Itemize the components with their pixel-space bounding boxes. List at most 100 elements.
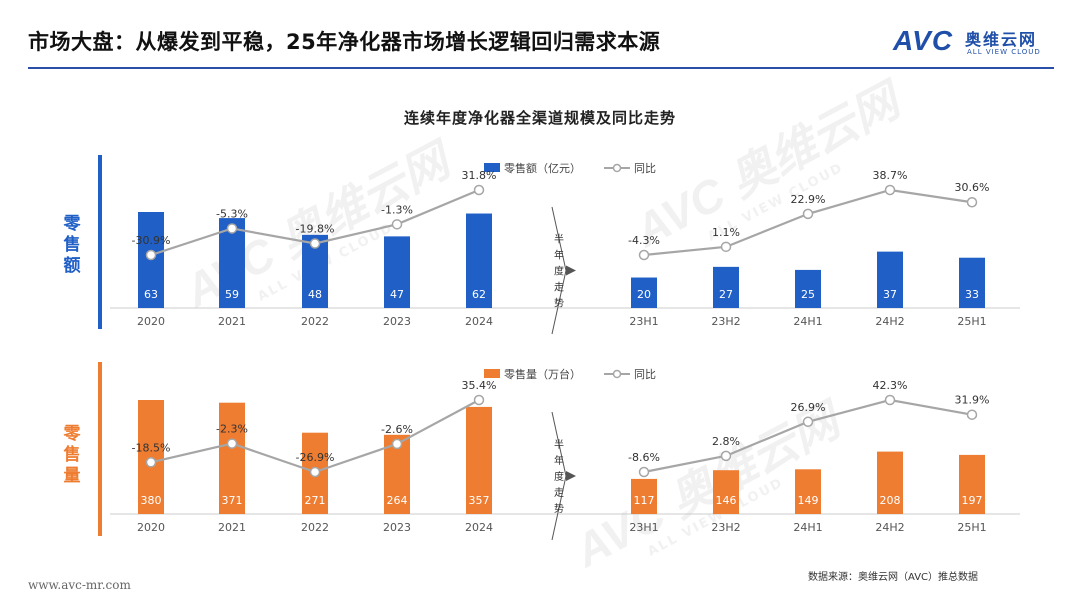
half-category-label: 23H1 xyxy=(629,521,658,534)
annual-yoy-point xyxy=(309,466,321,478)
half-category-label: 23H2 xyxy=(711,521,740,534)
divider-label-char: 半 xyxy=(554,438,564,451)
half-bar-value: 208 xyxy=(880,494,901,507)
half-yoy-point xyxy=(720,241,732,253)
footer-source: 数据来源：奥维云网（AVC）推总数据 xyxy=(808,572,979,583)
annual-yoy-point xyxy=(226,223,238,234)
annual-yoy-label: -2.3% xyxy=(216,423,248,436)
half-category-label: 24H2 xyxy=(875,521,904,534)
half-bar xyxy=(713,470,739,514)
half-bar-value: 146 xyxy=(716,494,737,507)
annual-yoy-point xyxy=(473,184,485,196)
annual-bar-value: 48 xyxy=(308,288,322,301)
annual-yoy-label: -2.6% xyxy=(381,423,413,436)
annual-yoy-label: -1.3% xyxy=(381,203,413,216)
half-bar-value: 20 xyxy=(637,288,651,301)
annual-category-label: 2021 xyxy=(218,315,246,328)
half-bar-value: 25 xyxy=(801,288,815,301)
half-bar-value: 197 xyxy=(962,494,983,507)
annual-bar xyxy=(466,406,492,514)
annual-bar-value: 380 xyxy=(141,494,162,507)
divider-arrow-icon xyxy=(566,471,576,481)
half-yoy-label: 22.9% xyxy=(791,193,826,206)
legend-line-label: 同比 xyxy=(634,162,656,175)
half-bar xyxy=(877,251,903,308)
legend-line-marker xyxy=(612,369,622,379)
footer-url[interactable]: www.avc-mr.com xyxy=(28,578,131,592)
half-yoy-point xyxy=(966,196,978,208)
annual-yoy-label: 31.8% xyxy=(462,169,497,182)
annual-yoy-label: -30.9% xyxy=(132,234,171,247)
half-bar-value: 27 xyxy=(719,288,733,301)
half-yoy-label: 42.3% xyxy=(873,379,908,392)
side-bar-volume xyxy=(98,362,102,536)
half-yoy-point xyxy=(884,184,896,196)
half-category-label: 25H1 xyxy=(957,315,986,328)
half-bar xyxy=(959,257,985,308)
divider-label-char: 走 xyxy=(554,487,564,499)
side-label-volume: 零售量 xyxy=(63,424,81,486)
annual-category-label: 2020 xyxy=(137,521,165,534)
legend-bar-label: 零售量（万台） xyxy=(504,367,581,381)
half-bar-value: 33 xyxy=(965,288,979,301)
legend-line-marker xyxy=(612,163,622,173)
annual-yoy-label: 35.4% xyxy=(462,379,497,392)
logo-cn-text: 奥维云网 xyxy=(965,30,1038,49)
annual-bar xyxy=(466,213,492,308)
legend-bar-swatch xyxy=(484,163,500,172)
half-bar-value: 117 xyxy=(634,494,655,507)
divider-label-char: 度 xyxy=(554,470,564,483)
avc-logo: AVC 奥维云网 ALL VIEW CLOUD xyxy=(893,24,1053,64)
half-bar xyxy=(631,478,657,514)
half-yoy-label: -8.6% xyxy=(628,451,660,464)
annual-category-label: 2020 xyxy=(137,315,165,328)
half-bar xyxy=(877,451,903,514)
annual-bar-value: 63 xyxy=(144,288,158,301)
logo-avc-text: AVC xyxy=(893,25,954,56)
half-yoy-point xyxy=(720,450,732,462)
annual-category-label: 2024 xyxy=(465,315,493,328)
half-bar xyxy=(959,454,985,514)
half-category-label: 25H1 xyxy=(957,521,986,534)
divider-label-char: 半 xyxy=(554,233,564,246)
half-yoy-point xyxy=(802,208,814,220)
half-yoy-label: 38.7% xyxy=(873,169,908,182)
annual-category-label: 2023 xyxy=(383,521,411,534)
annual-bar-value: 264 xyxy=(387,494,408,507)
half-bar xyxy=(795,269,821,308)
annual-yoy-point xyxy=(473,394,485,406)
half-category-label: 24H1 xyxy=(793,315,822,328)
divider-label-char: 势 xyxy=(554,502,564,515)
half-bar-value: 149 xyxy=(798,494,819,507)
half-bar xyxy=(713,266,739,308)
half-yoy-point xyxy=(638,249,650,261)
annual-yoy-point xyxy=(309,238,321,249)
divider-label-char: 势 xyxy=(554,297,564,310)
half-yoy-label: 26.9% xyxy=(791,401,826,414)
annual-bar xyxy=(138,400,164,514)
annual-yoy-label: -5.3% xyxy=(216,207,248,220)
half-bar xyxy=(795,469,821,514)
half-category-label: 23H2 xyxy=(711,315,740,328)
annual-category-label: 2022 xyxy=(301,315,329,328)
annual-bar xyxy=(384,236,410,308)
chart-title: 连续年度净化器全渠道规模及同比走势 xyxy=(403,109,676,127)
half-yoy-label: 31.9% xyxy=(955,394,990,407)
annual-yoy-point xyxy=(391,219,403,230)
half-yoy-point xyxy=(884,394,896,406)
annual-bar-value: 357 xyxy=(469,494,490,507)
half-yoy-point xyxy=(966,409,978,420)
divider-label-char: 年 xyxy=(554,249,564,262)
divider-label-char: 年 xyxy=(554,454,564,467)
divider-label-char: 度 xyxy=(554,265,564,278)
logo-en-text: ALL VIEW CLOUD xyxy=(967,48,1041,56)
half-yoy-label: 30.6% xyxy=(955,181,990,194)
half-category-label: 23H1 xyxy=(629,315,658,328)
half-category-label: 24H2 xyxy=(875,315,904,328)
divider-label-char: 走 xyxy=(554,282,564,294)
annual-yoy-point xyxy=(145,249,157,261)
annual-bar xyxy=(219,402,245,514)
page-title: 市场大盘：从爆发到平稳，25年净化器市场增长逻辑回归需求本源 xyxy=(28,30,661,54)
legend-bar-label: 零售额（亿元） xyxy=(504,161,581,175)
annual-category-label: 2024 xyxy=(465,521,493,534)
